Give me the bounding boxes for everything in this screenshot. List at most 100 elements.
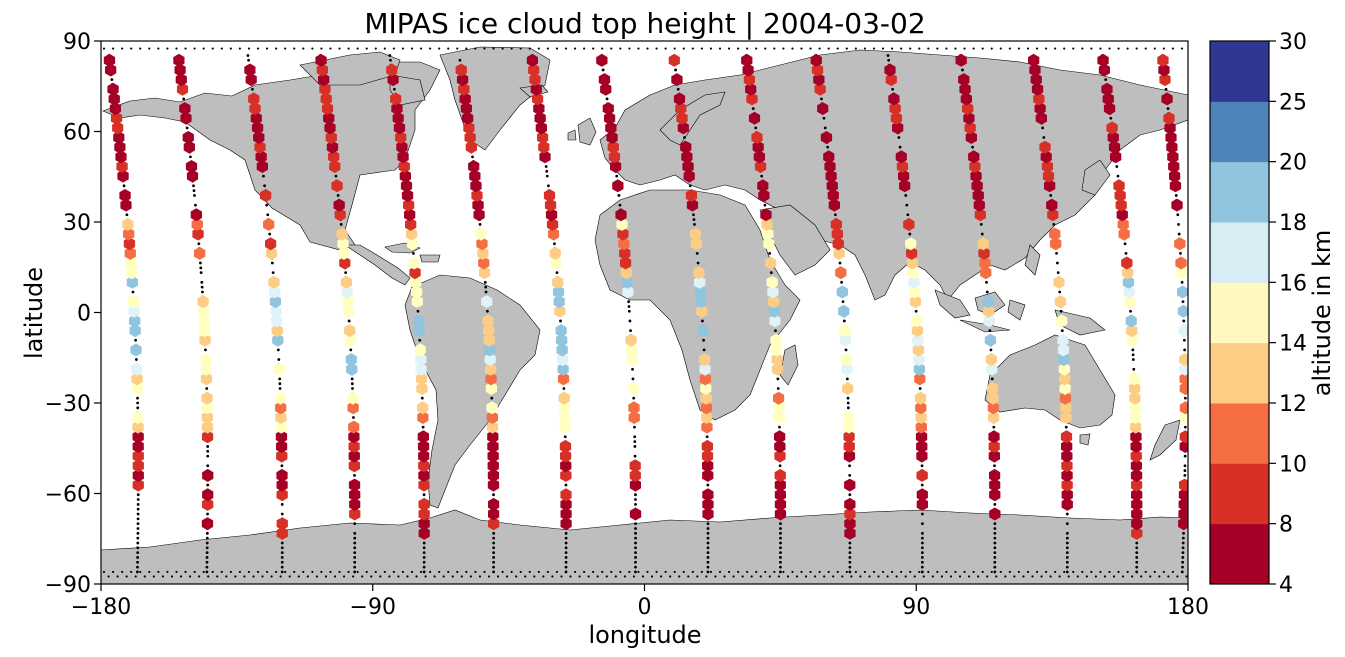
cloud-point [629,468,641,482]
cloud-point [980,266,992,280]
track-dot [634,531,637,535]
track-dot [166,47,169,50]
cloud-point [418,526,430,540]
cloud-point [896,160,909,173]
cloud-point [604,111,616,125]
track-dot [333,575,337,578]
track-dot [1183,474,1187,477]
track-dot [1180,47,1184,50]
cloud-point [341,285,353,299]
cloud-point [1167,150,1179,164]
cloud-point [477,246,489,260]
track-dot [887,58,891,62]
colorbar-label: altitude in km [1308,230,1336,397]
cloud-point [129,314,141,328]
cloud-point [401,189,414,202]
cloud-point [1033,92,1045,106]
track-dot [709,47,713,50]
cloud-point [1178,507,1188,521]
track-dot [920,546,924,550]
cloud-point [913,362,925,376]
track-dot [627,309,631,313]
track-dot [961,68,964,72]
track-dot [836,570,839,574]
track-dot [963,570,966,574]
track-dot [1022,575,1025,578]
track-dot [610,47,613,50]
track-dot [157,47,160,50]
track-dot [130,47,133,50]
track-dot [136,527,140,530]
track-dot [706,531,710,535]
colorbar-tick-label: 30 [1279,30,1307,55]
track-dot [179,575,183,578]
cloud-point [348,439,360,453]
cloud-point [349,497,361,511]
cloud-point [1115,198,1127,212]
track-dot [555,271,559,275]
cloud-point [839,324,851,338]
cloud-point [1040,150,1052,164]
track-dot [872,47,876,50]
track-dot [1149,575,1152,578]
track-dot [205,546,209,550]
cloud-point [483,333,495,347]
cloud-point [276,488,288,502]
track-dot [496,575,500,578]
cloud-point [1122,266,1134,280]
cloud-point [675,102,687,116]
cloud-point [556,333,568,347]
track-dot [136,498,140,501]
cloud-point [1041,160,1053,173]
track-dot [696,261,700,265]
track-dot [822,116,826,120]
track-dot [447,47,450,50]
cloud-point [1169,179,1182,193]
chart-title: MIPAS ice cloud top height | 2004-03-02 [364,7,925,40]
track-dot [492,541,496,545]
track-dot [848,560,852,564]
cloud-point [125,256,137,270]
track-dot [688,184,692,188]
track-dot [1026,570,1030,574]
track-dot [320,47,323,50]
track-dot [1017,570,1021,574]
track-dot [706,570,710,574]
cloud-point [549,246,561,260]
cloud-point [843,420,855,434]
track-dot [755,570,758,574]
track-dot [1115,165,1119,168]
track-dot [111,47,115,50]
cloud-point [628,401,640,415]
track-dot [746,570,749,574]
cloud-point [329,160,341,173]
track-dot [392,47,395,50]
cloud-point [348,420,360,434]
cloud-point [985,353,997,367]
track-dot [422,560,426,564]
track-dot [1112,575,1116,578]
track-dot [564,551,568,555]
track-dot [1181,536,1185,540]
cloud-point [276,526,288,540]
cloud-point [534,111,546,125]
track-dot [484,285,488,289]
x-axis-ticks: −180 −90 0 90 180 [71,584,1209,620]
cloud-point [745,82,757,96]
cloud-point [132,478,144,492]
track-dot [737,47,740,50]
cloud-point [1101,82,1113,96]
cloud-point [200,353,212,367]
track-dot [347,47,350,50]
track-dot [256,570,260,574]
track-dot [352,575,355,578]
track-dot [349,348,353,352]
cloud-point [411,285,423,299]
track-dot [193,47,196,50]
track-dot [691,47,694,50]
cloud-point [1165,131,1177,144]
cloud-point [620,256,632,270]
cloud-point [191,217,203,231]
track-dot [706,565,710,569]
track-dot [845,377,849,381]
